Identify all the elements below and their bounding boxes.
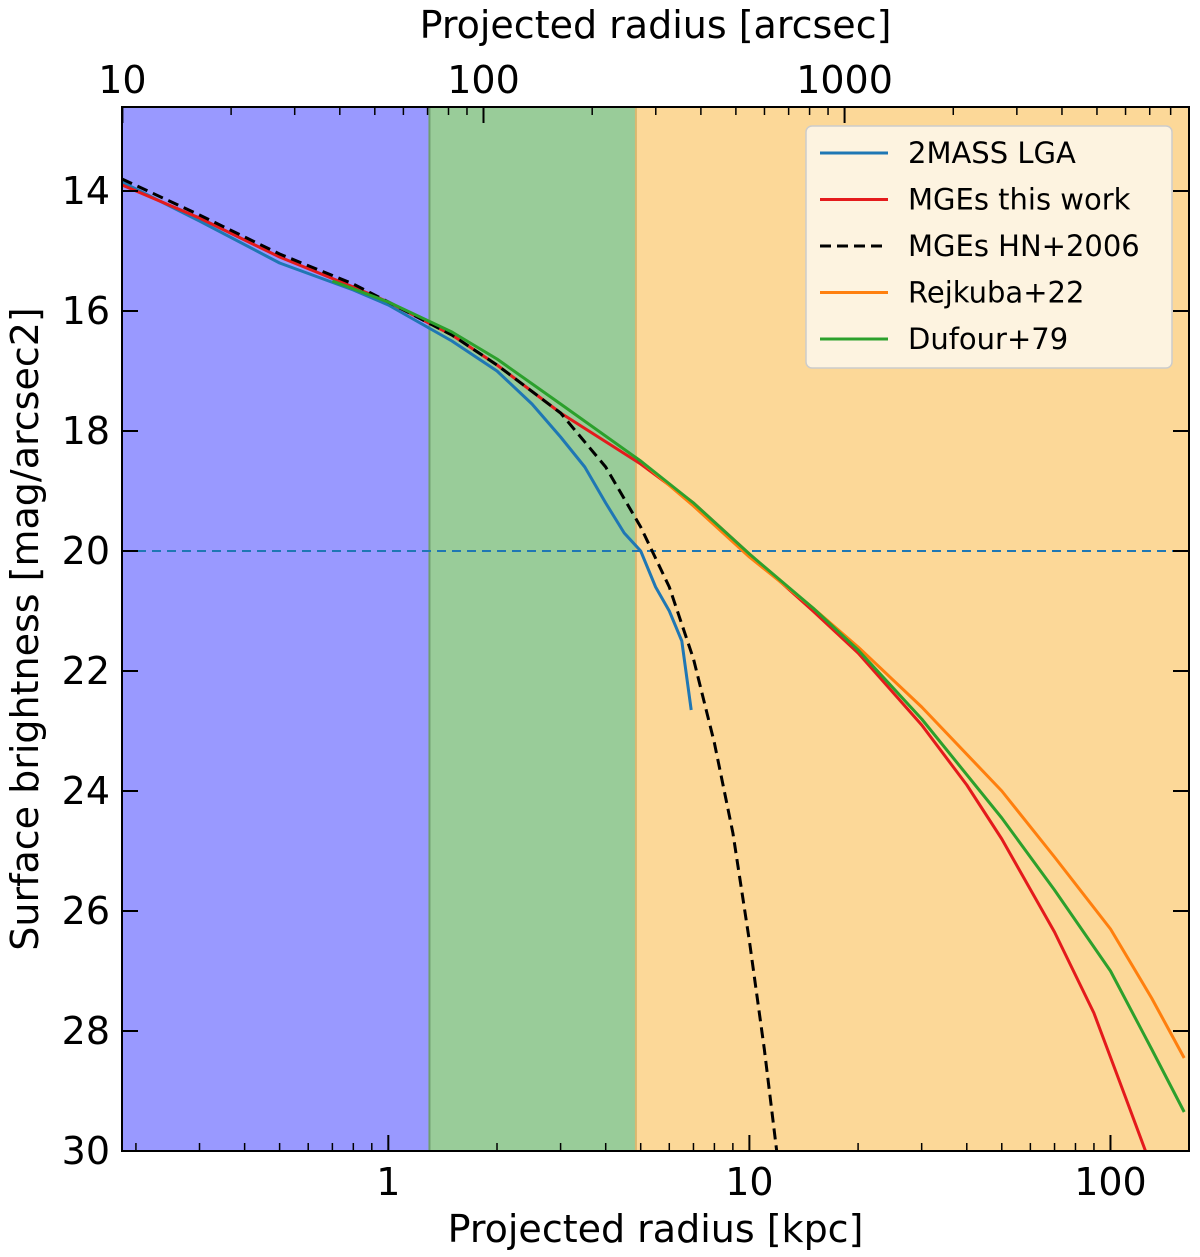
series-line-1 [122, 180, 693, 711]
axis-ticks: 1 10 100 10 100 1000 14 16 18 20 22 24 26 28 30 [62, 58, 1189, 1204]
legend-label-5: Dufour+79 [908, 322, 1068, 356]
y-tick-label: 24 [62, 769, 110, 813]
series-line-3 [122, 177, 779, 1151]
series-line-5 [331, 279, 1186, 1113]
x-tick-label: 1 [376, 1160, 400, 1204]
x-tick-label: 100 [1074, 1160, 1147, 1204]
top-x-axis-label: Projected radius [arcsec] [420, 3, 892, 47]
legend-box [805, 125, 1173, 369]
shaded-regions [122, 107, 1189, 1151]
y-tick-label: 18 [62, 409, 110, 453]
y-tick-label: 16 [62, 289, 110, 333]
x2-tick-label: 1000 [796, 58, 893, 102]
legend-label-4: Rejkuba+22 [908, 276, 1084, 310]
legend: 2MASS LGA MGEs this work MGEs HN+2006 Rejku… [805, 125, 1173, 369]
x2-tick-label: 10 [98, 58, 146, 102]
legend-label-2: MGEs this work [908, 183, 1131, 217]
x-axis-label: Projected radius [kpc] [448, 1207, 864, 1251]
x-tick-label: 10 [725, 1160, 773, 1204]
y-tick-label: 30 [62, 1129, 110, 1173]
region-band-1 [122, 107, 430, 1151]
data-series [122, 177, 1186, 1151]
y-tick-label: 22 [62, 649, 110, 693]
region-band-2 [429, 107, 636, 1151]
series-line-4 [639, 459, 1186, 1059]
plot-frame [121, 106, 1190, 1152]
y-axis-label: Surface brightness [mag/arcsec2] [3, 307, 47, 950]
legend-label-1: 2MASS LGA [908, 136, 1076, 170]
y-tick-label: 14 [62, 169, 110, 213]
y-tick-label: 26 [62, 889, 110, 933]
x2-tick-label: 100 [447, 58, 520, 102]
legend-label-3: MGEs HN+2006 [908, 229, 1140, 263]
y-tick-label: 28 [62, 1009, 110, 1053]
y-tick-label: 20 [62, 529, 110, 573]
